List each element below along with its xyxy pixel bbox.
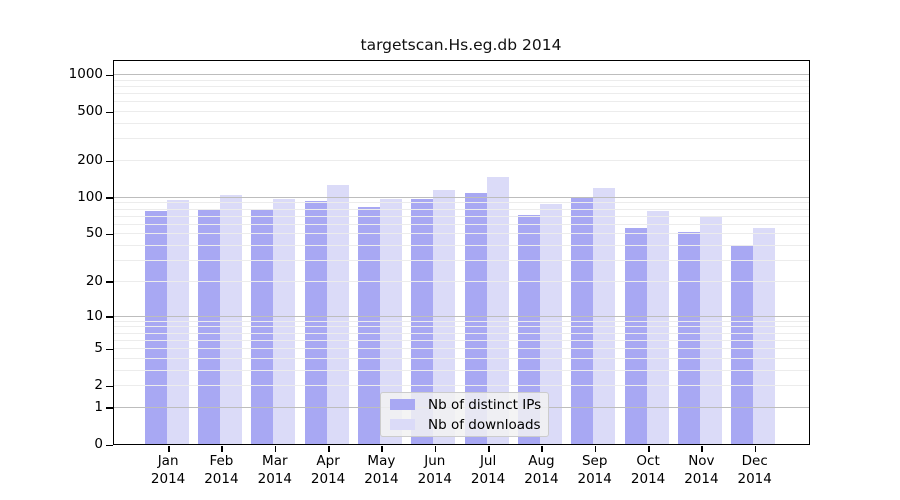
bar-downloads — [593, 187, 616, 444]
x-tick-label: Apr 2014 — [310, 453, 346, 487]
bar-distinct-ips — [624, 227, 647, 444]
y-tick — [106, 407, 113, 409]
y-tick — [106, 316, 113, 318]
bar-downloads — [326, 184, 349, 444]
chart-title: targetscan.Hs.eg.db 2014 — [360, 36, 562, 54]
y-tick — [106, 281, 113, 283]
legend-swatch-downloads — [390, 419, 415, 430]
bar-downloads — [433, 190, 456, 444]
gridline-minor — [114, 138, 809, 140]
bar-distinct-ips — [731, 245, 754, 444]
x-tick — [381, 446, 383, 452]
gridline-minor — [114, 160, 809, 161]
y-tick — [106, 160, 113, 162]
bar-downloads — [753, 228, 776, 444]
y-tick — [106, 197, 113, 199]
legend-row-downloads: Nb of downloads — [381, 416, 548, 433]
bar-downloads — [539, 204, 562, 444]
legend-swatch-distinct-ips — [390, 399, 415, 410]
bar-distinct-ips — [464, 192, 487, 444]
gridline-minor — [114, 79, 809, 81]
y-tick-label: 20 — [85, 272, 103, 289]
x-tick-label: Mar 2014 — [257, 453, 292, 487]
gridline-minor — [114, 202, 809, 204]
bar-distinct-ips — [357, 206, 380, 444]
y-tick-label: 100 — [77, 188, 103, 205]
bar-distinct-ips — [251, 208, 274, 444]
bar-distinct-ips — [677, 232, 700, 444]
gridline-major — [114, 74, 809, 76]
x-tick — [274, 446, 277, 452]
bar-downloads — [486, 177, 509, 444]
x-tick — [221, 446, 223, 452]
y-tick-label: 10 — [85, 307, 103, 324]
gridline-minor — [114, 111, 809, 113]
x-tick — [701, 446, 703, 452]
x-tick-label: Jul 2014 — [470, 453, 506, 487]
x-tick — [434, 446, 437, 452]
x-tick-label: Feb 2014 — [204, 453, 239, 487]
y-tick-label: 0 — [94, 436, 103, 452]
x-tick-label: Dec 2014 — [737, 453, 772, 487]
bar-downloads — [166, 199, 189, 444]
x-tick — [541, 446, 543, 452]
bar-distinct-ips — [517, 215, 540, 444]
x-tick — [594, 446, 597, 452]
legend-label-distinct-ips: Nb of distinct IPs — [428, 396, 542, 413]
bar-distinct-ips — [571, 197, 594, 444]
gridline-minor — [114, 101, 809, 103]
x-tick — [168, 446, 170, 452]
gridline-major — [114, 196, 809, 198]
x-tick — [754, 446, 757, 452]
gridline-minor — [114, 93, 809, 95]
bar-downloads — [699, 215, 722, 444]
legend: Nb of distinct IPs Nb of downloads — [380, 392, 549, 437]
gridline-minor — [114, 85, 809, 87]
y-tick-label: 5 — [94, 340, 103, 356]
legend-label-downloads: Nb of downloads — [428, 416, 541, 433]
y-tick-label: 500 — [77, 103, 103, 120]
x-tick — [328, 446, 330, 452]
x-tick-label: Sep 2014 — [577, 453, 612, 487]
bar-downloads — [646, 210, 669, 444]
x-tick-label: Jun 2014 — [417, 453, 452, 487]
y-tick — [106, 111, 113, 114]
y-tick — [106, 385, 113, 388]
plot-area — [113, 60, 810, 445]
y-tick-label: 1 — [94, 398, 103, 415]
x-tick-label: May 2014 — [364, 453, 399, 487]
bar-distinct-ips — [304, 200, 327, 444]
x-tick-label: Oct 2014 — [630, 453, 666, 487]
y-tick — [106, 444, 113, 446]
x-tick — [488, 446, 490, 452]
y-tick-label: 1000 — [68, 66, 103, 82]
y-tick — [106, 348, 113, 350]
bar-distinct-ips — [197, 209, 220, 444]
x-tick-label: Nov 2014 — [684, 453, 719, 487]
y-tick-label: 200 — [77, 152, 103, 168]
y-tick-label: 50 — [85, 225, 103, 242]
bar-distinct-ips — [144, 211, 167, 444]
bar-downloads — [219, 195, 242, 444]
x-tick-label: Aug 2014 — [524, 453, 559, 487]
x-tick-label: Jan 2014 — [150, 453, 186, 487]
y-tick — [106, 74, 113, 76]
x-tick — [648, 446, 650, 452]
gridline-minor — [114, 123, 809, 124]
bar-downloads — [273, 199, 296, 444]
legend-row-distinct-ips: Nb of distinct IPs — [381, 396, 548, 413]
y-tick — [106, 233, 113, 236]
y-tick-label: 2 — [94, 377, 103, 394]
